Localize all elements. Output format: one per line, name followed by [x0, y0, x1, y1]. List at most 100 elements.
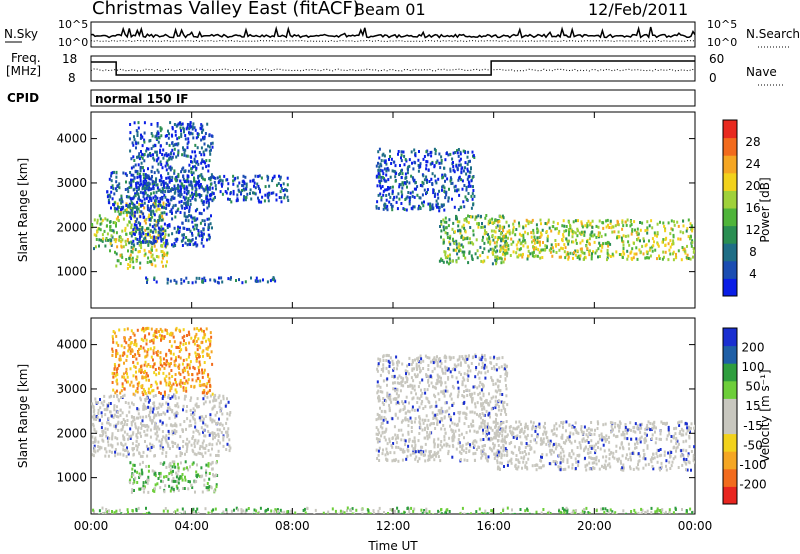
power-cell: [167, 129, 169, 133]
velocity-cell: [433, 445, 436, 449]
velocity-cell: [182, 467, 185, 471]
velocity-cell: [486, 429, 489, 433]
power-cell: [508, 229, 511, 233]
velocity-cell: [116, 452, 119, 456]
power-cell: [517, 240, 520, 244]
power-cell: [526, 245, 529, 249]
velocity-cell: [485, 434, 488, 438]
power-cell: [160, 127, 163, 131]
power-cell: [571, 231, 574, 235]
power-cell: [377, 161, 379, 165]
power-cell: [154, 264, 157, 268]
velocity-cell: [447, 377, 450, 381]
power-cell: [569, 224, 572, 228]
velocity-cell: [411, 451, 414, 455]
velocity-cell: [204, 447, 207, 450]
velocity-cell: [387, 370, 390, 373]
velocity-cell: [388, 361, 391, 365]
velocity-cell: [442, 371, 445, 375]
power-cell: [167, 278, 169, 282]
power-cell: [455, 189, 458, 193]
velocity-cell: [448, 444, 451, 448]
power-cell: [454, 189, 456, 193]
velocity-cell: [132, 374, 135, 378]
power-cell: [191, 186, 194, 189]
velocity-cell: [195, 428, 198, 432]
velocity-cell: [421, 391, 424, 395]
velocity-cell: [165, 352, 168, 356]
power-cell: [143, 138, 146, 142]
power-cell: [566, 239, 569, 243]
power-cell: [465, 198, 468, 201]
velocity-cell: [125, 358, 128, 362]
power-cell: [234, 176, 237, 180]
velocity-cell: [481, 361, 484, 365]
velocity-cell: [400, 376, 403, 380]
power-cell: [511, 231, 514, 235]
velocity-cell: [142, 402, 145, 406]
power-cell: [206, 186, 209, 190]
velocity-cell: [126, 432, 129, 436]
velocity-cell: [200, 341, 203, 345]
power-cell: [453, 205, 456, 209]
power-cell: [179, 194, 182, 198]
velocity-cell: [446, 443, 449, 446]
power-cell: [163, 206, 166, 210]
power-cell: [151, 165, 154, 169]
power-cell: [128, 241, 131, 245]
power-cell: [457, 256, 460, 260]
power-cell: [214, 184, 217, 188]
velocity-cell: [493, 367, 496, 371]
power-cell: [148, 240, 151, 244]
power-cell: [138, 157, 141, 161]
velocity-cell: [411, 359, 414, 362]
power-cell: [268, 193, 271, 197]
velocity-cell: [168, 376, 171, 380]
velocity-cell: [387, 354, 390, 358]
power-cell: [422, 204, 425, 208]
velocity-cell: [191, 462, 194, 466]
power-cell: [197, 233, 200, 237]
velocity-cell: [451, 430, 454, 434]
power-cell: [226, 178, 229, 182]
power-cell: [529, 252, 532, 256]
velocity-cell: [450, 356, 453, 360]
power-cell: [670, 219, 673, 223]
power-cell: [129, 206, 132, 210]
velocity-cell: [103, 399, 106, 403]
velocity-cell: [451, 455, 454, 459]
velocity-cell: [201, 441, 204, 445]
power-cell: [418, 196, 421, 200]
power-cell: [162, 241, 165, 245]
power-cell: [667, 258, 670, 262]
velocity-cell: [199, 452, 202, 455]
velocity-cell: [227, 400, 230, 404]
power-cell: [168, 132, 170, 136]
power-cell: [113, 206, 116, 210]
power-cell: [283, 196, 286, 200]
power-cell: [188, 238, 191, 242]
velocity-cell: [193, 452, 196, 456]
power-cell: [125, 204, 128, 207]
power-cell: [286, 189, 289, 193]
velocity-cell: [495, 417, 497, 421]
velocity-cell: [145, 465, 148, 468]
power-cell: [196, 193, 199, 197]
velocity-cell: [153, 371, 156, 375]
power-cell: [225, 191, 228, 195]
power-cell: [153, 205, 156, 209]
velocity-cell: [396, 367, 398, 371]
velocity-cell: [424, 426, 426, 430]
power-cell: [194, 209, 197, 213]
power-cell: [136, 210, 139, 214]
power-cell: [160, 176, 163, 180]
velocity-cell: [140, 368, 143, 372]
velocity-cell: [457, 441, 460, 445]
power-cell: [464, 230, 467, 234]
power-cell: [455, 242, 458, 246]
power-cell: [636, 257, 639, 261]
velocity-cell: [123, 387, 126, 391]
velocity-cell: [495, 395, 497, 399]
velocity-cell: [137, 352, 140, 355]
velocity-cell: [422, 421, 425, 425]
